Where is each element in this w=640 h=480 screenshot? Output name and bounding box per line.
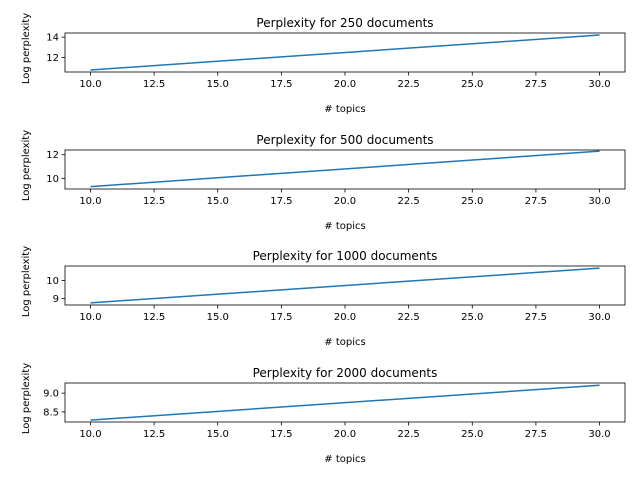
x-tick-label: 25.0 [461, 196, 483, 207]
x-tick-label: 17.5 [270, 429, 292, 440]
x-tick-label: 27.5 [525, 429, 547, 440]
x-axis-label: # topics [324, 454, 365, 465]
subplot-title: Perplexity for 2000 documents [253, 366, 438, 380]
y-tick-label: 8.5 [43, 407, 59, 418]
y-axis-label: Log perplexity [21, 130, 32, 201]
series-line [90, 384, 600, 421]
x-tick-label: 17.5 [270, 196, 292, 207]
x-tick-label: 20.0 [334, 79, 356, 90]
x-tick-label: 15.0 [207, 429, 229, 440]
x-tick-label: 15.0 [207, 79, 229, 90]
x-tick-label: 27.5 [525, 79, 547, 90]
y-tick-label: 12 [46, 150, 59, 161]
x-tick-label: 17.5 [270, 79, 292, 90]
x-tick-label: 15.0 [207, 312, 229, 323]
x-tick-label: 30.0 [588, 79, 610, 90]
y-tick-label: 10 [46, 174, 59, 185]
x-tick-label: 12.5 [143, 429, 165, 440]
series-line [90, 150, 600, 188]
x-tick-label: 10.0 [79, 79, 101, 90]
x-tick-label: 30.0 [588, 429, 610, 440]
y-tick-label: 12 [46, 53, 59, 64]
x-tick-label: 10.0 [79, 429, 101, 440]
x-axis-label: # topics [324, 337, 365, 348]
x-tick-label: 20.0 [334, 429, 356, 440]
x-tick-label: 20.0 [334, 312, 356, 323]
y-tick-label: 9 [53, 294, 59, 305]
subplot-title: Perplexity for 1000 documents [253, 249, 438, 263]
x-tick-label: 22.5 [398, 196, 420, 207]
x-tick-label: 30.0 [588, 312, 610, 323]
x-axis-label: # topics [324, 104, 365, 115]
x-tick-label: 10.0 [79, 196, 101, 207]
x-tick-label: 10.0 [79, 312, 101, 323]
x-tick-label: 30.0 [588, 196, 610, 207]
x-tick-label: 22.5 [398, 79, 420, 90]
subplot-4: Perplexity for 2000 documents 10.0 12.5 15.… [21, 363, 626, 465]
subplot-2: Perplexity for 500 documents 10.0 12.5 15.0… [21, 130, 626, 232]
x-tick-label: 25.0 [461, 79, 483, 90]
y-tick-label: 14 [46, 33, 59, 44]
x-tick-label: 22.5 [398, 429, 420, 440]
x-tick-label: 12.5 [143, 196, 165, 207]
y-axis-label: Log perplexity [21, 246, 32, 317]
subplot-3: Perplexity for 1000 documents 10.0 12.5 15.… [21, 246, 626, 348]
subplot-title: Perplexity for 250 documents [256, 16, 433, 30]
subplot-1: Perplexity for 250 documents 10.0 12.5 15.0… [21, 13, 626, 115]
x-tick-label: 27.5 [525, 312, 547, 323]
x-tick-label: 12.5 [143, 79, 165, 90]
x-tick-label: 20.0 [334, 196, 356, 207]
x-tick-label: 22.5 [398, 312, 420, 323]
x-axis-label: # topics [324, 221, 365, 232]
x-tick-label: 17.5 [270, 312, 292, 323]
x-tick-label: 27.5 [525, 196, 547, 207]
x-tick-label: 25.0 [461, 312, 483, 323]
y-axis-label: Log perplexity [21, 363, 32, 434]
x-tick-label: 12.5 [143, 312, 165, 323]
y-axis-label: Log perplexity [21, 13, 32, 84]
y-tick-label: 9.0 [43, 389, 59, 400]
x-tick-label: 25.0 [461, 429, 483, 440]
series-line [90, 34, 600, 71]
subplot-title: Perplexity for 500 documents [256, 133, 433, 147]
series-line [90, 267, 600, 304]
y-tick-label: 10 [46, 276, 59, 287]
x-tick-label: 15.0 [207, 196, 229, 207]
